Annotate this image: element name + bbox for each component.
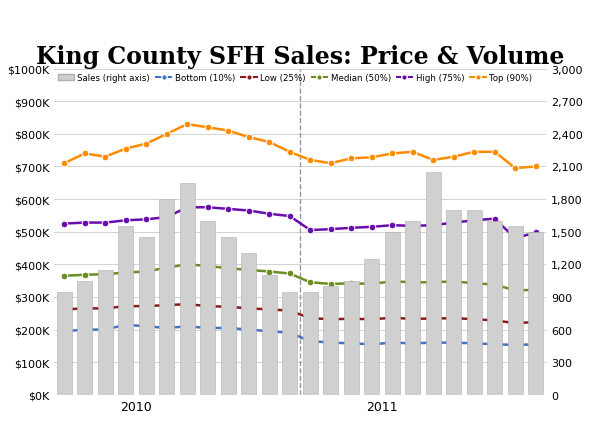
- Bar: [56, 292, 72, 395]
- Bar: [221, 238, 236, 395]
- Bar: [344, 281, 359, 395]
- Bar: [262, 276, 277, 395]
- Bar: [385, 232, 400, 395]
- Bar: [179, 184, 195, 395]
- Bar: [508, 227, 523, 395]
- Bar: [528, 232, 544, 395]
- Bar: [282, 292, 298, 395]
- Title: King County SFH Sales: Price & Volume: King County SFH Sales: Price & Volume: [36, 45, 564, 69]
- Bar: [405, 221, 421, 395]
- Bar: [364, 260, 379, 395]
- Bar: [446, 210, 461, 395]
- Legend: Sales (right axis), Bottom (10%), Low (25%), Median (50%), High (75%), Top (90%): Sales (right axis), Bottom (10%), Low (2…: [58, 74, 532, 83]
- Bar: [487, 221, 502, 395]
- Bar: [467, 210, 482, 395]
- Bar: [159, 200, 175, 395]
- Bar: [302, 292, 318, 395]
- Bar: [98, 270, 113, 395]
- Bar: [118, 227, 133, 395]
- Bar: [139, 238, 154, 395]
- Bar: [77, 281, 92, 395]
- Bar: [425, 173, 441, 395]
- Bar: [323, 286, 338, 395]
- Bar: [241, 254, 256, 395]
- Bar: [200, 221, 215, 395]
